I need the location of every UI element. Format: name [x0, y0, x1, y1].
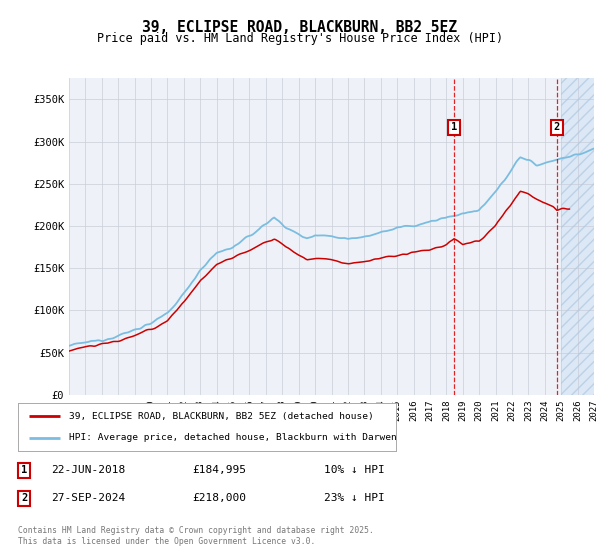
- Text: £184,995: £184,995: [192, 465, 246, 475]
- Text: Contains HM Land Registry data © Crown copyright and database right 2025.
This d: Contains HM Land Registry data © Crown c…: [18, 526, 374, 546]
- Text: HPI: Average price, detached house, Blackburn with Darwen: HPI: Average price, detached house, Blac…: [69, 433, 397, 442]
- Text: 23% ↓ HPI: 23% ↓ HPI: [324, 493, 385, 503]
- Text: 39, ECLIPSE ROAD, BLACKBURN, BB2 5EZ (detached house): 39, ECLIPSE ROAD, BLACKBURN, BB2 5EZ (de…: [69, 412, 374, 421]
- Bar: [561, 78, 594, 395]
- Text: Price paid vs. HM Land Registry's House Price Index (HPI): Price paid vs. HM Land Registry's House …: [97, 32, 503, 45]
- Text: 39, ECLIPSE ROAD, BLACKBURN, BB2 5EZ: 39, ECLIPSE ROAD, BLACKBURN, BB2 5EZ: [143, 20, 458, 35]
- Text: 1: 1: [451, 123, 457, 133]
- Text: 1: 1: [21, 465, 27, 475]
- Text: 2: 2: [21, 493, 27, 503]
- Text: 22-JUN-2018: 22-JUN-2018: [51, 465, 125, 475]
- Text: 10% ↓ HPI: 10% ↓ HPI: [324, 465, 385, 475]
- Bar: [561, 78, 594, 395]
- Text: £218,000: £218,000: [192, 493, 246, 503]
- Text: 2: 2: [554, 123, 560, 133]
- Text: 27-SEP-2024: 27-SEP-2024: [51, 493, 125, 503]
